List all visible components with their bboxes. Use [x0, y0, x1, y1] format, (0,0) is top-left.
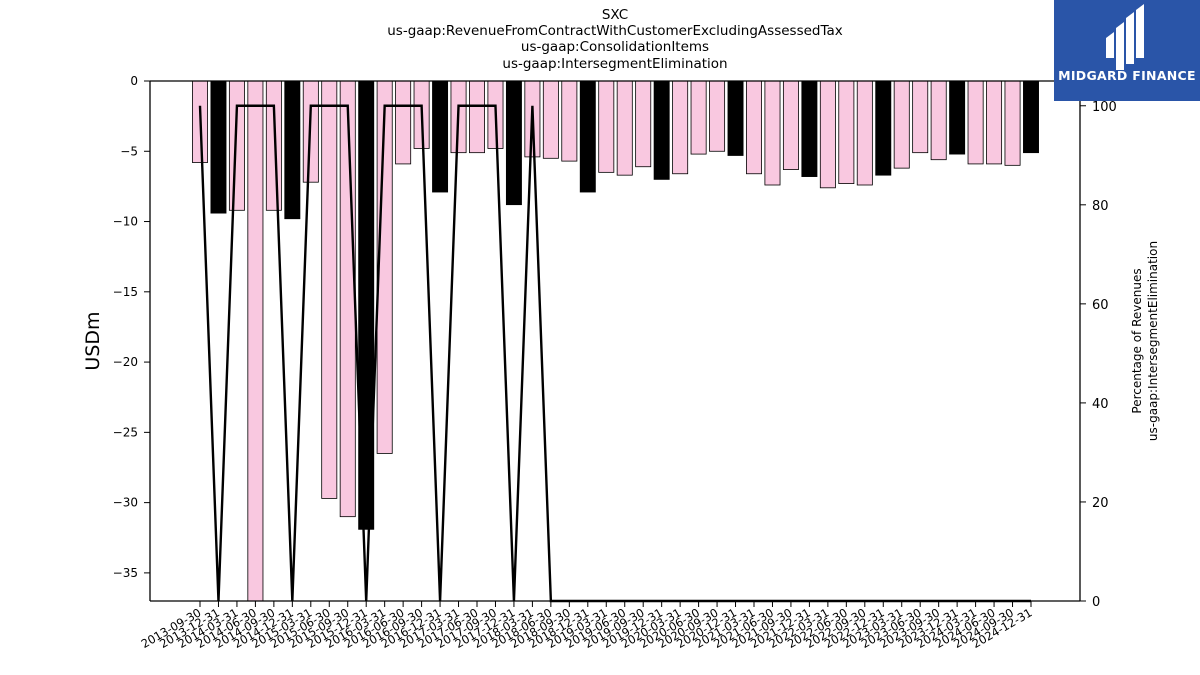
y-tick-label: −20	[113, 355, 138, 369]
y-tick-label: −35	[113, 566, 138, 580]
y2-tick-label: 0	[1092, 595, 1100, 610]
bar	[1023, 80, 1039, 154]
bar	[764, 80, 781, 186]
bar	[893, 80, 910, 169]
bar	[228, 80, 245, 211]
bar	[210, 80, 227, 214]
y-axis-label: USDm	[82, 311, 104, 370]
y2-tick-label: 40	[1092, 397, 1109, 412]
chart-title-line-4: us-gaap:IntersegmentElimination	[502, 56, 728, 72]
bar	[1004, 80, 1021, 166]
bar	[801, 80, 818, 177]
bar	[561, 80, 578, 162]
bar	[967, 80, 984, 165]
y-tick-label: −10	[113, 215, 138, 229]
bar	[819, 80, 836, 189]
bar	[542, 80, 559, 159]
bar	[949, 80, 966, 155]
bar	[653, 80, 670, 180]
bar	[265, 80, 282, 211]
midgard-logo-icon	[1106, 4, 1144, 70]
bar	[505, 80, 522, 206]
bar	[782, 80, 799, 170]
y2-axis-label-line-1: Percentage of Revenues	[1130, 268, 1144, 413]
bar	[321, 80, 338, 499]
bar	[709, 80, 726, 152]
y-tick-label: −15	[113, 285, 138, 299]
bar	[395, 80, 412, 165]
bar	[875, 80, 892, 176]
bar-group	[192, 80, 1039, 602]
bar	[838, 80, 855, 184]
bar	[616, 80, 633, 176]
bar	[432, 80, 449, 193]
y-tick-label: 0	[130, 74, 138, 88]
y-tick-label: −30	[113, 496, 138, 510]
bar	[339, 80, 356, 518]
bar	[727, 80, 744, 156]
y2-tick-label: 100	[1092, 100, 1117, 115]
chart-title-line-3: us-gaap:ConsolidationItems	[520, 39, 710, 55]
logo-text: MIDGARD FINANCE	[1058, 68, 1196, 83]
bar	[930, 80, 947, 161]
chart-title-line-2: us-gaap:RevenueFromContractWithCustomerE…	[387, 23, 843, 39]
bar	[598, 80, 615, 173]
bar	[579, 80, 596, 193]
bar	[986, 80, 1003, 165]
bar	[856, 80, 873, 186]
y2-tick-label: 20	[1092, 496, 1109, 511]
y-tick-label: −25	[113, 425, 138, 439]
chart-title-line-1: SXC	[601, 7, 629, 23]
bar	[746, 80, 762, 175]
y2-tick-label: 80	[1092, 199, 1109, 214]
bar	[690, 80, 707, 155]
y-tick-label: −5	[120, 144, 138, 158]
bar	[635, 80, 652, 168]
bar	[672, 80, 689, 175]
bar	[469, 80, 485, 154]
bar	[247, 80, 264, 602]
midgard-logo: MIDGARD FINANCE	[1054, 0, 1200, 101]
bar	[912, 80, 929, 154]
bar	[284, 80, 301, 220]
y2-axis-label-line-2: us-gaap:IntersegmentElimination	[1146, 241, 1160, 441]
y2-tick-label: 60	[1092, 298, 1109, 313]
